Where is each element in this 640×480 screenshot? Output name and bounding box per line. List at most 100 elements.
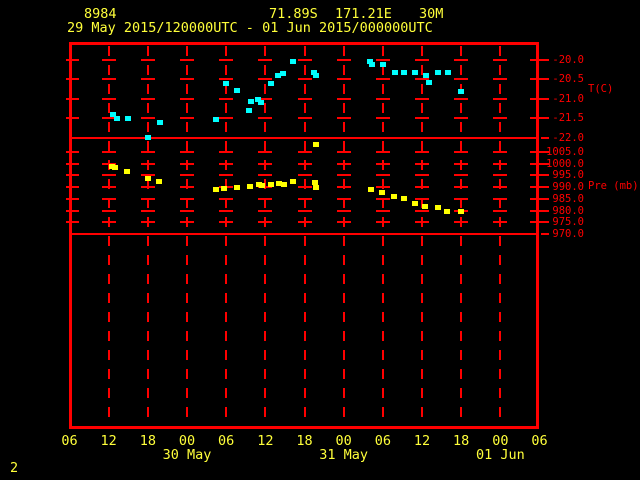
data-point-temperature [113, 115, 120, 121]
data-point-pressure [312, 185, 319, 191]
grid-tick-cross [454, 58, 469, 61]
grid-tick-cross [101, 151, 116, 153]
grid-tick-cross [101, 221, 116, 224]
left-edge-tick [66, 174, 79, 177]
axis-tick-dash [541, 97, 549, 100]
grid-tick-cross [258, 162, 273, 165]
grid-tick-cross [101, 174, 116, 177]
axis-tick-label: 1000.0 [546, 157, 584, 170]
axis-tick-label: 970.0 [552, 228, 584, 240]
station-elevation: 30M [419, 6, 444, 22]
data-point-temperature [246, 108, 252, 114]
grid-tick-cross [336, 162, 351, 165]
hour-label: 18 [296, 433, 313, 449]
data-point-temperature [401, 70, 408, 76]
axis-tick-dash [541, 136, 549, 139]
data-point-temperature [457, 89, 464, 95]
temperature-axis-title: T(C) [588, 83, 614, 95]
data-point-temperature [290, 59, 297, 65]
grid-tick-cross [493, 186, 508, 189]
grid-tick-cross [219, 197, 234, 200]
grid-tick-cross [140, 221, 155, 224]
axis-tick-label: 980.0 [552, 204, 584, 217]
grid-tick-cross [219, 221, 234, 224]
data-point-pressure [443, 209, 450, 215]
right-edge-tick [530, 97, 549, 100]
data-point-pressure [233, 185, 240, 191]
grid-tick-cross [258, 78, 273, 80]
data-point-temperature [434, 70, 441, 76]
grid-tick-cross [493, 221, 508, 224]
plot-time-range: 29 May 2015/120000UTC - 01 Jun 2015/0000… [67, 20, 433, 36]
right-edge-tick [530, 197, 549, 200]
grid-tick-cross [297, 209, 312, 212]
grid-tick-cross [101, 78, 116, 80]
axis-tick-dash [541, 58, 549, 61]
hour-label: 06 [61, 433, 78, 449]
axis-tick-label: -22.0 [552, 131, 584, 144]
grid-tick-cross [297, 78, 312, 80]
grid-tick-cross [336, 221, 351, 224]
axis-tick-dash [541, 174, 549, 177]
grid-tick-cross [375, 117, 390, 119]
data-point-temperature [313, 72, 320, 78]
right-edge-tick [530, 162, 549, 165]
grid-tick-cross [258, 151, 273, 153]
data-point-pressure [390, 193, 397, 199]
data-point-pressure [144, 175, 151, 181]
grid-tick-cross [454, 117, 469, 119]
station-latitude: 71.89S [269, 6, 318, 22]
grid-tick-cross [415, 174, 429, 177]
hour-label: 12 [100, 433, 117, 449]
grid-tick-cross [336, 186, 351, 189]
data-point-temperature [368, 62, 375, 68]
plot-frame [69, 42, 539, 429]
grid-tick-cross [375, 151, 390, 153]
grid-tick-cross [375, 197, 390, 200]
data-point-temperature [379, 61, 386, 67]
grid-tick-cross [180, 117, 194, 119]
grid-tick-cross [375, 221, 390, 224]
grid-tick-cross [140, 58, 155, 61]
axis-tick-label: 985.0 [552, 192, 584, 205]
grid-column [381, 46, 384, 426]
grid-tick-cross [493, 117, 508, 119]
hour-label: 18 [453, 433, 470, 449]
left-edge-tick [66, 186, 79, 189]
data-point-pressure [458, 209, 465, 214]
grid-column [303, 46, 306, 426]
grid-tick-cross [101, 58, 116, 61]
grid-tick-cross [140, 78, 155, 80]
grid-column [146, 46, 149, 426]
grid-tick-cross [297, 151, 312, 153]
grid-tick-cross [180, 209, 194, 212]
grid-tick-cross [297, 174, 312, 177]
axis-tick-label: -21.5 [552, 112, 584, 124]
date-label: 30 May [162, 447, 212, 463]
grid-tick-cross [493, 174, 508, 177]
grid-column [107, 46, 110, 426]
axis-tick-label: 990.0 [552, 181, 584, 194]
grid-tick-cross [375, 162, 390, 165]
data-point-pressure [313, 142, 320, 148]
data-point-temperature [247, 98, 254, 104]
grid-column [186, 46, 188, 426]
grid-tick-cross [180, 97, 194, 100]
grid-tick-cross [180, 78, 194, 80]
data-point-pressure [290, 179, 297, 185]
grid-tick-cross [336, 97, 351, 100]
axis-tick-dash [541, 209, 549, 212]
grid-tick-cross [219, 117, 234, 119]
data-point-pressure [259, 183, 266, 189]
grid-tick-cross [454, 197, 469, 200]
axis-tick-dash [541, 221, 549, 224]
grid-tick-cross [180, 162, 194, 165]
data-point-pressure [412, 200, 419, 206]
grid-tick-cross [101, 209, 116, 212]
grid-tick-cross [140, 151, 155, 153]
axis-tick-label: 1005.0 [546, 146, 584, 158]
grid-tick-cross [219, 78, 234, 80]
grid-tick-cross [454, 221, 469, 224]
data-point-pressure [422, 203, 429, 209]
data-point-temperature [279, 70, 286, 76]
